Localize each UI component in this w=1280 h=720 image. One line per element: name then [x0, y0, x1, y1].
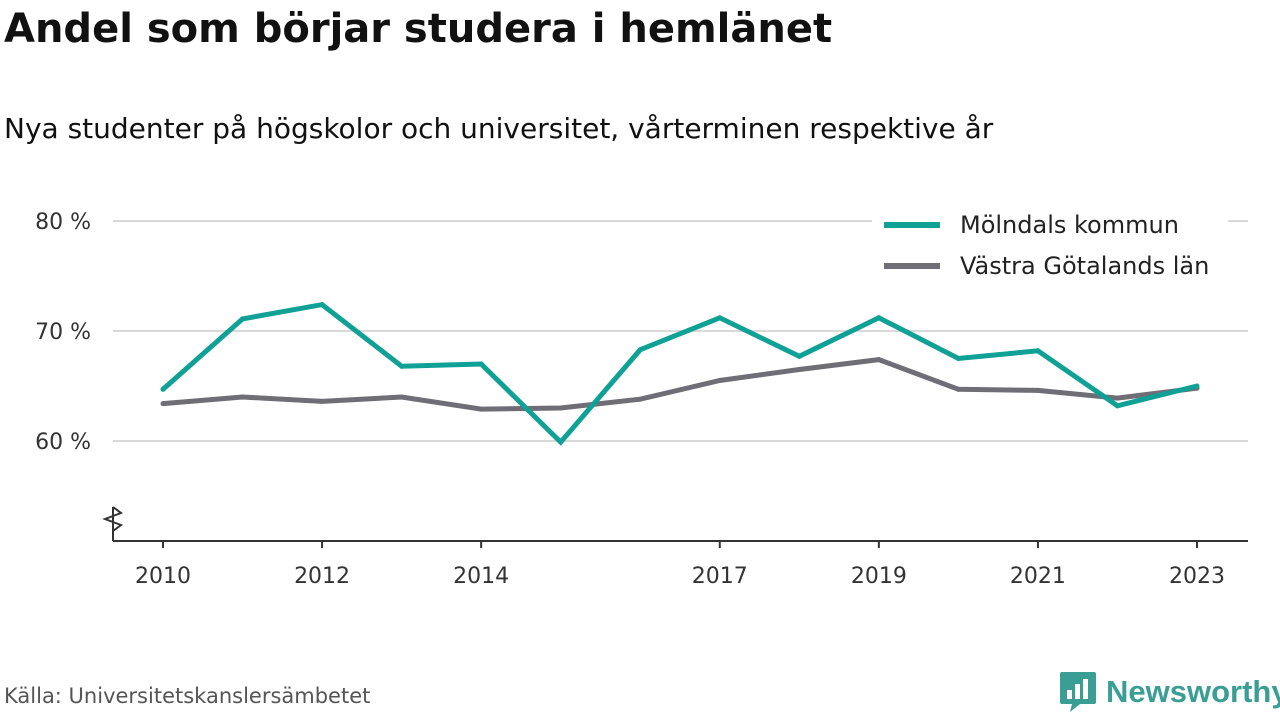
y-tick-label: 70 % [35, 320, 91, 345]
data-point [876, 315, 882, 321]
y-tick-label: 80 % [35, 210, 91, 235]
data-point [1035, 387, 1041, 393]
legend: Mölndals kommun Västra Götalands län [872, 206, 1228, 285]
x-tick-label: 2021 [1010, 564, 1066, 589]
data-point [796, 367, 802, 372]
data-point [1114, 395, 1120, 401]
axis-break-icon [102, 506, 124, 532]
brand-logo: Newsworthy [1058, 668, 1280, 716]
source-note: Källa: Universitetskanslersämbetet [4, 684, 371, 708]
chart-subtitle: Nya studenter på högskolor och universit… [4, 112, 994, 145]
data-point [1194, 383, 1200, 389]
x-tick-label: 2012 [294, 564, 350, 589]
data-point [240, 394, 246, 400]
data-point [637, 347, 643, 353]
data-point [240, 316, 246, 322]
line-chart: 60 % 70 % 80 % 2010 2012 2014 2017 2019 2021 2023… [35, 206, 1248, 589]
x-tick-label: 2017 [692, 564, 748, 589]
data-point [319, 302, 325, 308]
x-tick-label: 2014 [453, 564, 509, 589]
data-point [478, 361, 484, 367]
legend-label: Mölndals kommun [960, 211, 1179, 239]
data-point [558, 405, 564, 411]
data-point [478, 406, 484, 412]
bar-chart-speech-bubble-icon [1060, 672, 1096, 712]
data-point [160, 401, 166, 407]
legend-label: Västra Götalands län [960, 252, 1209, 280]
x-tick-label: 2019 [851, 564, 907, 589]
y-tick-label: 60 % [35, 430, 91, 455]
x-tick-label: 2023 [1169, 564, 1225, 589]
data-point [637, 396, 643, 402]
data-point [955, 386, 961, 392]
x-tick-label: 2010 [135, 564, 191, 589]
data-point [955, 356, 961, 361]
data-point [399, 394, 405, 400]
chart-title: Andel som börjar studera i hemlänet [4, 6, 833, 52]
data-point [796, 353, 802, 359]
data-point [160, 386, 166, 392]
series-line-1 [161, 301, 1198, 446]
data-point [399, 363, 405, 369]
data-point [1035, 348, 1041, 354]
series-line-2 [162, 357, 1198, 412]
data-point [717, 315, 723, 321]
data-point [1114, 403, 1120, 409]
series-lines [160, 301, 1200, 446]
axes: 60 % 70 % 80 % 2010 2012 2014 2017 2019 2021 2023 [35, 210, 1248, 589]
brand-name: Newsworthy [1106, 674, 1280, 709]
data-point [717, 378, 723, 383]
data-point [319, 398, 325, 404]
data-point [558, 439, 564, 445]
data-point [876, 357, 882, 363]
